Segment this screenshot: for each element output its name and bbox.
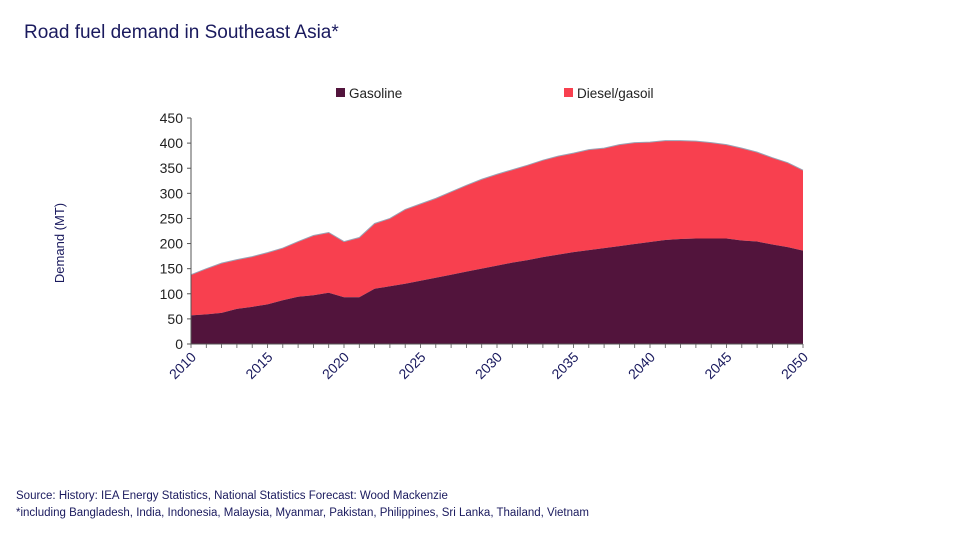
y-axis-label: Demand (MT) (52, 203, 67, 283)
total-edge-line (190, 140, 804, 276)
chart-title: Road fuel demand in Southeast Asia* (24, 22, 339, 43)
source-notes: Source: History: IEA Energy Statistics, … (16, 488, 589, 522)
diesel-area (191, 140, 803, 316)
y-tick-label-200: 200 (160, 236, 184, 252)
legend-swatch-diesel (564, 88, 573, 97)
y-tick-label-0: 0 (175, 336, 183, 352)
y-tick-label-450: 450 (160, 110, 184, 126)
source-line: Source: History: IEA Energy Statistics, … (16, 490, 448, 502)
x-tick-label-2010: 2010 (166, 349, 199, 382)
y-tick-label-300: 300 (160, 185, 184, 201)
y-tick-label-350: 350 (160, 160, 184, 176)
legend-label-gasoline: Gasoline (349, 86, 402, 101)
y-tick-label-400: 400 (160, 135, 184, 151)
x-tick-label-2015: 2015 (242, 349, 275, 382)
y-tick-label-150: 150 (160, 261, 184, 277)
legend-swatch-gasoline (336, 88, 345, 97)
y-tick-label-100: 100 (160, 286, 184, 302)
y-tick-label-50: 50 (167, 311, 183, 327)
x-tick-label-2045: 2045 (701, 349, 734, 382)
footnote: *including Bangladesh, India, Indonesia,… (16, 507, 589, 519)
x-tick-label-2025: 2025 (395, 349, 428, 382)
x-tick-label-2040: 2040 (625, 349, 658, 382)
y-tick-label-250: 250 (160, 210, 184, 226)
x-tick-label-2035: 2035 (548, 349, 581, 382)
x-tick-label-2020: 2020 (319, 349, 352, 382)
legend-label-diesel: Diesel/gasoil (577, 86, 654, 101)
x-tick-label-2050: 2050 (778, 349, 811, 382)
x-tick-label-2030: 2030 (472, 349, 505, 382)
gasoline-area (191, 238, 803, 344)
